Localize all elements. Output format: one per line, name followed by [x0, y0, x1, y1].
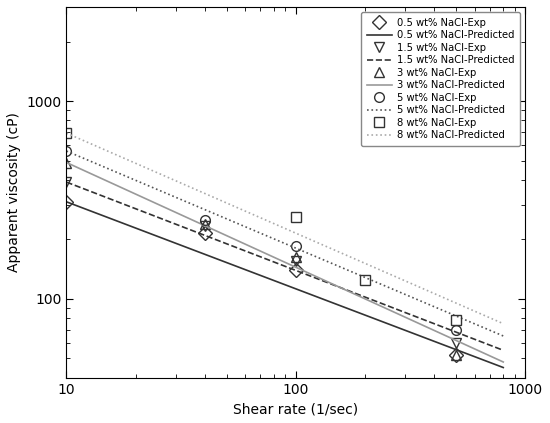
0.5 wt% NaCl-Predicted: [500, 365, 507, 370]
5 wt% NaCl-Predicted: [63, 148, 70, 154]
3 wt% NaCl-Predicted: [500, 360, 507, 365]
Line: 8 wt% NaCl-Exp: 8 wt% NaCl-Exp: [62, 128, 461, 325]
Line: 3 wt% NaCl-Exp: 3 wt% NaCl-Exp: [62, 158, 461, 360]
3 wt% NaCl-Predicted: [63, 160, 70, 165]
1.5 wt% NaCl-Exp: [63, 180, 70, 185]
5 wt% NaCl-Exp: [63, 148, 70, 154]
0.5 wt% NaCl-Exp: [293, 267, 299, 272]
3 wt% NaCl-Exp: [293, 255, 299, 260]
Line: 1.5 wt% NaCl-Predicted: 1.5 wt% NaCl-Predicted: [67, 182, 503, 350]
1.5 wt% NaCl-Predicted: [500, 348, 507, 353]
8 wt% NaCl-Predicted: [500, 321, 507, 326]
5 wt% NaCl-Predicted: [500, 333, 507, 338]
Line: 0.5 wt% NaCl-Exp: 0.5 wt% NaCl-Exp: [62, 197, 461, 360]
0.5 wt% NaCl-Exp: [201, 231, 208, 236]
8 wt% NaCl-Predicted: [63, 131, 70, 136]
Y-axis label: Apparent viscosity (cP): Apparent viscosity (cP): [7, 113, 21, 272]
X-axis label: Shear rate (1/sec): Shear rate (1/sec): [233, 402, 359, 416]
5 wt% NaCl-Exp: [293, 244, 299, 249]
3 wt% NaCl-Exp: [201, 221, 208, 226]
Line: 8 wt% NaCl-Predicted: 8 wt% NaCl-Predicted: [67, 133, 503, 324]
3 wt% NaCl-Exp: [63, 160, 70, 165]
8 wt% NaCl-Exp: [293, 214, 299, 220]
8 wt% NaCl-Exp: [453, 318, 460, 323]
1.5 wt% NaCl-Predicted: [63, 180, 70, 185]
3 wt% NaCl-Exp: [453, 353, 460, 358]
Legend: 0.5 wt% NaCl-Exp, 0.5 wt% NaCl-Predicted, 1.5 wt% NaCl-Exp, 1.5 wt% NaCl-Predict: 0.5 wt% NaCl-Exp, 0.5 wt% NaCl-Predicted…: [361, 12, 520, 146]
5 wt% NaCl-Exp: [453, 327, 460, 332]
8 wt% NaCl-Exp: [63, 131, 70, 136]
1.5 wt% NaCl-Exp: [201, 223, 208, 228]
Line: 0.5 wt% NaCl-Predicted: 0.5 wt% NaCl-Predicted: [67, 202, 503, 368]
8 wt% NaCl-Exp: [362, 277, 369, 282]
0.5 wt% NaCl-Predicted: [63, 199, 70, 204]
0.5 wt% NaCl-Exp: [63, 199, 70, 204]
5 wt% NaCl-Exp: [201, 218, 208, 223]
1.5 wt% NaCl-Exp: [453, 340, 460, 345]
Line: 3 wt% NaCl-Predicted: 3 wt% NaCl-Predicted: [67, 162, 503, 362]
0.5 wt% NaCl-Exp: [453, 353, 460, 358]
1.5 wt% NaCl-Exp: [293, 259, 299, 264]
Line: 5 wt% NaCl-Predicted: 5 wt% NaCl-Predicted: [67, 151, 503, 336]
Line: 5 wt% NaCl-Exp: 5 wt% NaCl-Exp: [62, 146, 461, 335]
Line: 1.5 wt% NaCl-Exp: 1.5 wt% NaCl-Exp: [62, 177, 461, 348]
